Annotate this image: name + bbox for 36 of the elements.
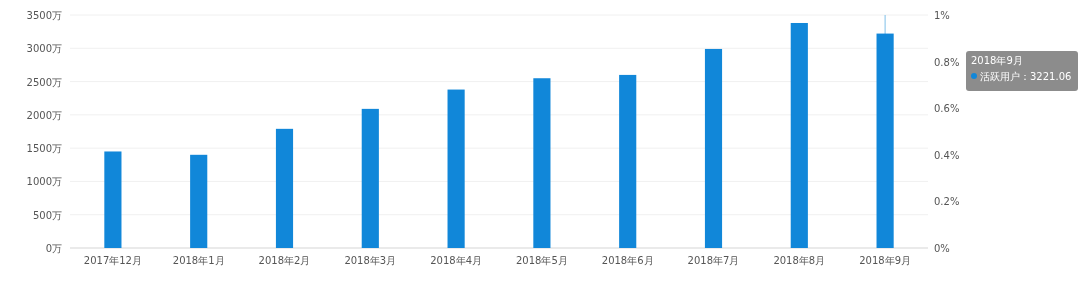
x-tick-label: 2018年6月	[601, 255, 654, 266]
bar	[190, 154, 208, 248]
y2-tick-label: 0%	[934, 243, 950, 254]
y-tick-label: 1000万	[26, 176, 62, 188]
x-tick-label: 2018年7月	[687, 255, 740, 266]
bar	[533, 78, 551, 248]
y2-tick-label: 0.4%	[934, 149, 960, 161]
y2-tick-label: 0.8%	[934, 56, 960, 68]
y-tick-label: 2500万	[26, 76, 62, 88]
y-tick-label: 2000万	[26, 109, 62, 121]
bar	[104, 151, 122, 248]
y-tick-label: 0万	[45, 243, 62, 254]
y-tick-label: 1500万	[26, 143, 62, 155]
x-tick-label: 2018年9月	[859, 255, 912, 266]
y-tick-label: 3500万	[26, 10, 62, 21]
bar	[619, 74, 637, 248]
bar	[275, 128, 294, 248]
text: 2018年9月	[971, 55, 1023, 66]
bar	[704, 48, 723, 248]
x-tick-label: 2018年4月	[430, 255, 483, 266]
y-tick-label: 3000万	[26, 43, 62, 55]
bar	[447, 89, 465, 248]
text: 活跃用户：3221.06	[980, 71, 1072, 82]
x-tick-label: 2018年3月	[344, 255, 397, 266]
bar	[790, 22, 808, 248]
x-tick-label: 2018年1月	[172, 255, 225, 266]
y2-tick-label: 1%	[934, 10, 950, 21]
x-tick-label: 2018年5月	[515, 255, 568, 266]
y-tick-label: 500万	[32, 209, 62, 221]
y2-tick-label: 0.2%	[934, 196, 960, 208]
y2-tick-label: 0.6%	[934, 103, 960, 115]
x-tick-label: 2017年12月	[83, 255, 142, 266]
x-tick-label: 2018年8月	[773, 255, 826, 266]
bar	[361, 108, 379, 248]
bar	[876, 33, 894, 248]
x-tick-label: 2018年2月	[258, 255, 311, 266]
